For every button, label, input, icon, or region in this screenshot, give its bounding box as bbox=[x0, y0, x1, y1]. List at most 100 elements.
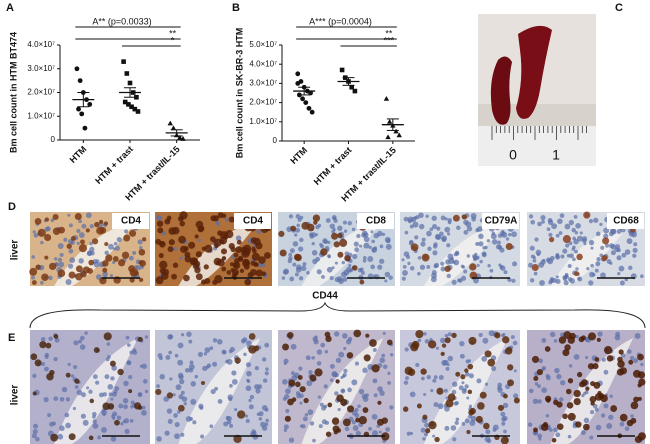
stained-cell bbox=[562, 235, 571, 244]
stained-cell bbox=[53, 334, 59, 339]
nucleus bbox=[417, 271, 421, 276]
nucleus bbox=[505, 237, 510, 241]
stained-cell bbox=[602, 237, 610, 245]
nucleus bbox=[76, 228, 81, 234]
nucleus bbox=[404, 230, 409, 235]
stained-cell bbox=[479, 391, 487, 399]
nucleus bbox=[156, 436, 162, 442]
stained-cell bbox=[415, 329, 424, 339]
dot bbox=[127, 80, 133, 86]
nucleus bbox=[76, 389, 83, 396]
stained-cell bbox=[78, 244, 88, 253]
nucleus bbox=[547, 217, 553, 223]
nucleus bbox=[329, 363, 335, 369]
dot bbox=[132, 106, 138, 112]
stained-cell bbox=[610, 405, 618, 412]
stained-cell bbox=[428, 340, 437, 349]
stained-cell bbox=[29, 267, 38, 276]
stained-cell bbox=[445, 399, 454, 408]
stained-cell bbox=[626, 419, 634, 427]
stain-label-bg bbox=[357, 213, 394, 229]
stained-cell bbox=[331, 417, 340, 425]
stained-cell bbox=[503, 393, 508, 399]
nucleus bbox=[404, 347, 409, 352]
nucleus bbox=[198, 403, 204, 409]
nucleus bbox=[352, 425, 359, 431]
nucleus bbox=[609, 394, 613, 398]
nucleus bbox=[129, 350, 134, 355]
nucleus bbox=[124, 428, 130, 435]
nucleus bbox=[217, 399, 223, 404]
nucleus bbox=[555, 278, 561, 284]
nucleus bbox=[288, 214, 294, 219]
stained-cell bbox=[35, 264, 41, 270]
nucleus bbox=[299, 215, 304, 220]
stained-cell bbox=[585, 386, 590, 391]
nucleus bbox=[61, 386, 68, 393]
nucleus bbox=[157, 215, 163, 221]
nucleus bbox=[142, 379, 148, 384]
nucleus bbox=[421, 237, 426, 242]
nucleus bbox=[537, 221, 542, 227]
nucleus bbox=[484, 382, 489, 386]
nucleus bbox=[265, 367, 269, 371]
nucleus bbox=[433, 402, 439, 408]
nucleus bbox=[256, 229, 262, 235]
nucleus bbox=[529, 245, 535, 251]
stained-cell bbox=[183, 274, 190, 282]
nucleus bbox=[465, 359, 470, 364]
stained-cell bbox=[287, 398, 294, 406]
sig-label: ** bbox=[385, 28, 393, 38]
stained-cell bbox=[167, 246, 174, 253]
stain-label-bg bbox=[607, 213, 644, 229]
nucleus bbox=[285, 408, 290, 414]
nucleus bbox=[563, 280, 569, 286]
nucleus bbox=[628, 265, 633, 271]
nucleus bbox=[433, 375, 438, 380]
nucleus bbox=[573, 238, 579, 245]
nucleus bbox=[574, 249, 578, 254]
stained-cell bbox=[460, 374, 466, 380]
nucleus bbox=[511, 231, 517, 238]
stained-cell bbox=[475, 415, 483, 423]
nucleus bbox=[112, 416, 116, 420]
nucleus bbox=[434, 262, 440, 268]
nucleus bbox=[281, 276, 286, 280]
nucleus bbox=[353, 241, 359, 247]
nucleus bbox=[209, 424, 214, 429]
stained-cell bbox=[253, 237, 261, 246]
nucleus bbox=[215, 221, 221, 226]
nucleus bbox=[459, 353, 465, 359]
nucleus bbox=[283, 361, 287, 365]
stained-cell bbox=[461, 214, 468, 220]
nucleus bbox=[385, 427, 390, 432]
nucleus bbox=[439, 337, 446, 344]
y-tick-label: 1.0×10⁷ bbox=[27, 111, 55, 120]
nucleus bbox=[373, 246, 378, 250]
nucleus bbox=[357, 404, 361, 408]
ruler-label: 0 bbox=[509, 147, 517, 163]
nucleus bbox=[224, 217, 229, 222]
nucleus bbox=[54, 257, 58, 261]
nucleus bbox=[538, 437, 542, 441]
nucleus bbox=[528, 214, 534, 219]
nucleus bbox=[120, 422, 124, 426]
nucleus bbox=[70, 374, 75, 378]
nucleus bbox=[482, 246, 486, 250]
nucleus bbox=[540, 214, 546, 221]
stained-cell bbox=[546, 398, 551, 403]
dot bbox=[396, 132, 402, 138]
nucleus bbox=[562, 275, 567, 280]
nucleus bbox=[426, 230, 432, 237]
nucleus bbox=[317, 395, 321, 399]
nucleus bbox=[593, 217, 599, 223]
nucleus bbox=[210, 389, 216, 395]
stained-cell bbox=[562, 349, 570, 357]
stained-cell bbox=[200, 380, 206, 386]
nucleus bbox=[470, 415, 477, 422]
stained-cell bbox=[118, 259, 126, 267]
nucleus bbox=[384, 236, 391, 243]
nucleus bbox=[528, 262, 533, 268]
stained-cell bbox=[507, 364, 514, 371]
stained-cell bbox=[325, 431, 332, 437]
